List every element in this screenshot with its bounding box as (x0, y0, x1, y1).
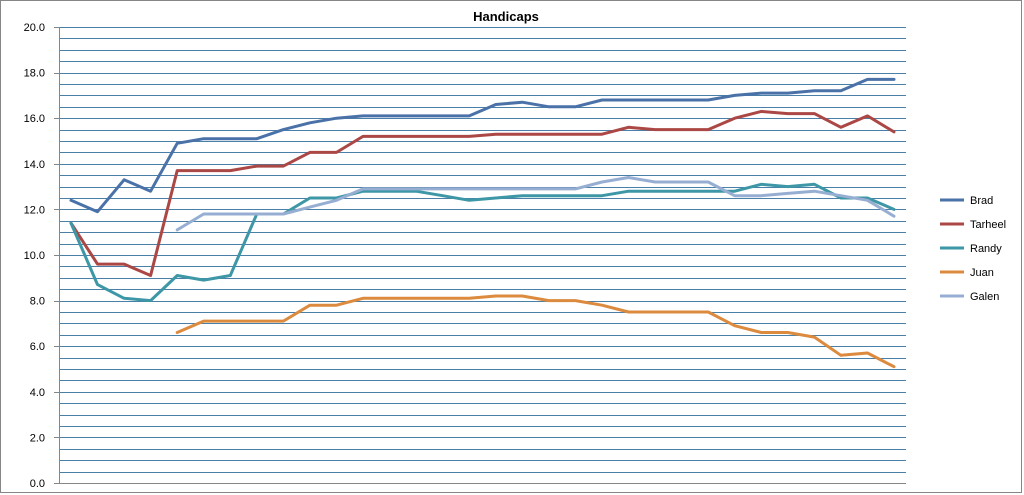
y-tick-label: 6.0 (30, 341, 45, 353)
y-tick-label: 0.0 (30, 478, 45, 490)
series-line-galen (175, 176, 896, 232)
y-axis: 0.0 2.0 4.0 6.0 8.0 10.0 12.0 14.0 16.0 18.0 20.0 (24, 22, 906, 490)
y-tick-label: 14.0 (24, 159, 45, 171)
legend: Brad Tarheel Randy Juan Galen (940, 195, 1006, 303)
legend-label-brad: Brad (970, 195, 993, 207)
legend-label-randy: Randy (970, 243, 1002, 255)
y-tick-label: 18.0 (24, 68, 45, 80)
y-tick-label: 16.0 (24, 113, 45, 125)
chart-title: Handicaps (473, 9, 539, 24)
series-line-brad (69, 77, 896, 214)
legend-label-galen: Galen (970, 291, 999, 303)
y-tick-label: 4.0 (30, 387, 45, 399)
series-lines (69, 77, 896, 369)
y-tick-label: 12.0 (24, 204, 45, 216)
y-tick-label: 20.0 (24, 22, 45, 34)
y-tick-label: 2.0 (30, 432, 45, 444)
legend-label-tarheel: Tarheel (970, 219, 1006, 231)
y-tick-label: 8.0 (30, 296, 45, 308)
legend-label-juan: Juan (970, 267, 994, 279)
series-line-randy (69, 182, 896, 303)
y-tick-label: 10.0 (24, 250, 45, 262)
series-line-tarheel (69, 109, 896, 277)
series-line-juan (175, 294, 896, 369)
